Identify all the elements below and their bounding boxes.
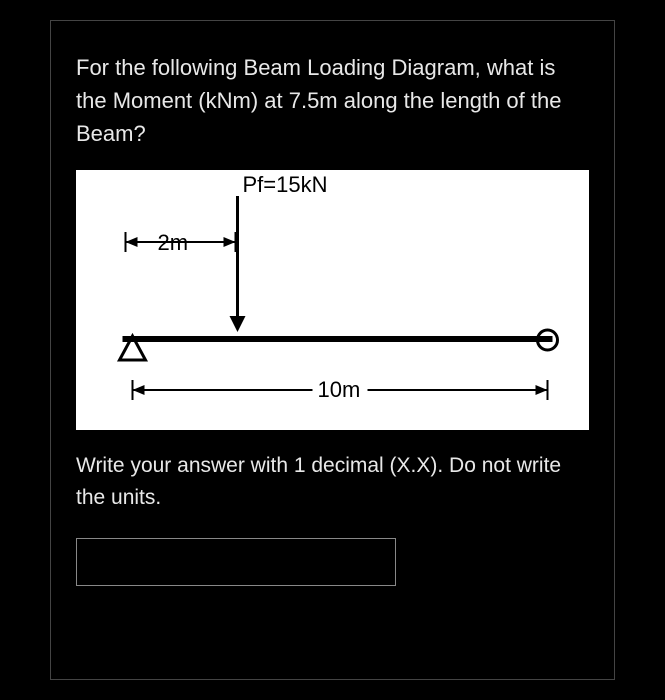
beam <box>123 336 553 342</box>
point-load-arrow <box>230 196 246 332</box>
instruction-text: Write your answer with 1 decimal (X.X). … <box>76 450 589 513</box>
question-text: For the following Beam Loading Diagram, … <box>76 51 589 150</box>
beam-loading-diagram: Pf=15kN 2m <box>76 170 589 430</box>
question-container: For the following Beam Loading Diagram, … <box>50 20 615 680</box>
load-position-dimension: 2m <box>126 230 236 255</box>
span-label: 10m <box>318 377 361 402</box>
load-label: Pf=15kN <box>243 172 328 197</box>
diagram-svg: Pf=15kN 2m <box>76 170 589 430</box>
span-dimension: 10m <box>133 377 548 402</box>
load-position-label: 2m <box>158 230 189 255</box>
answer-input[interactable] <box>76 538 396 586</box>
